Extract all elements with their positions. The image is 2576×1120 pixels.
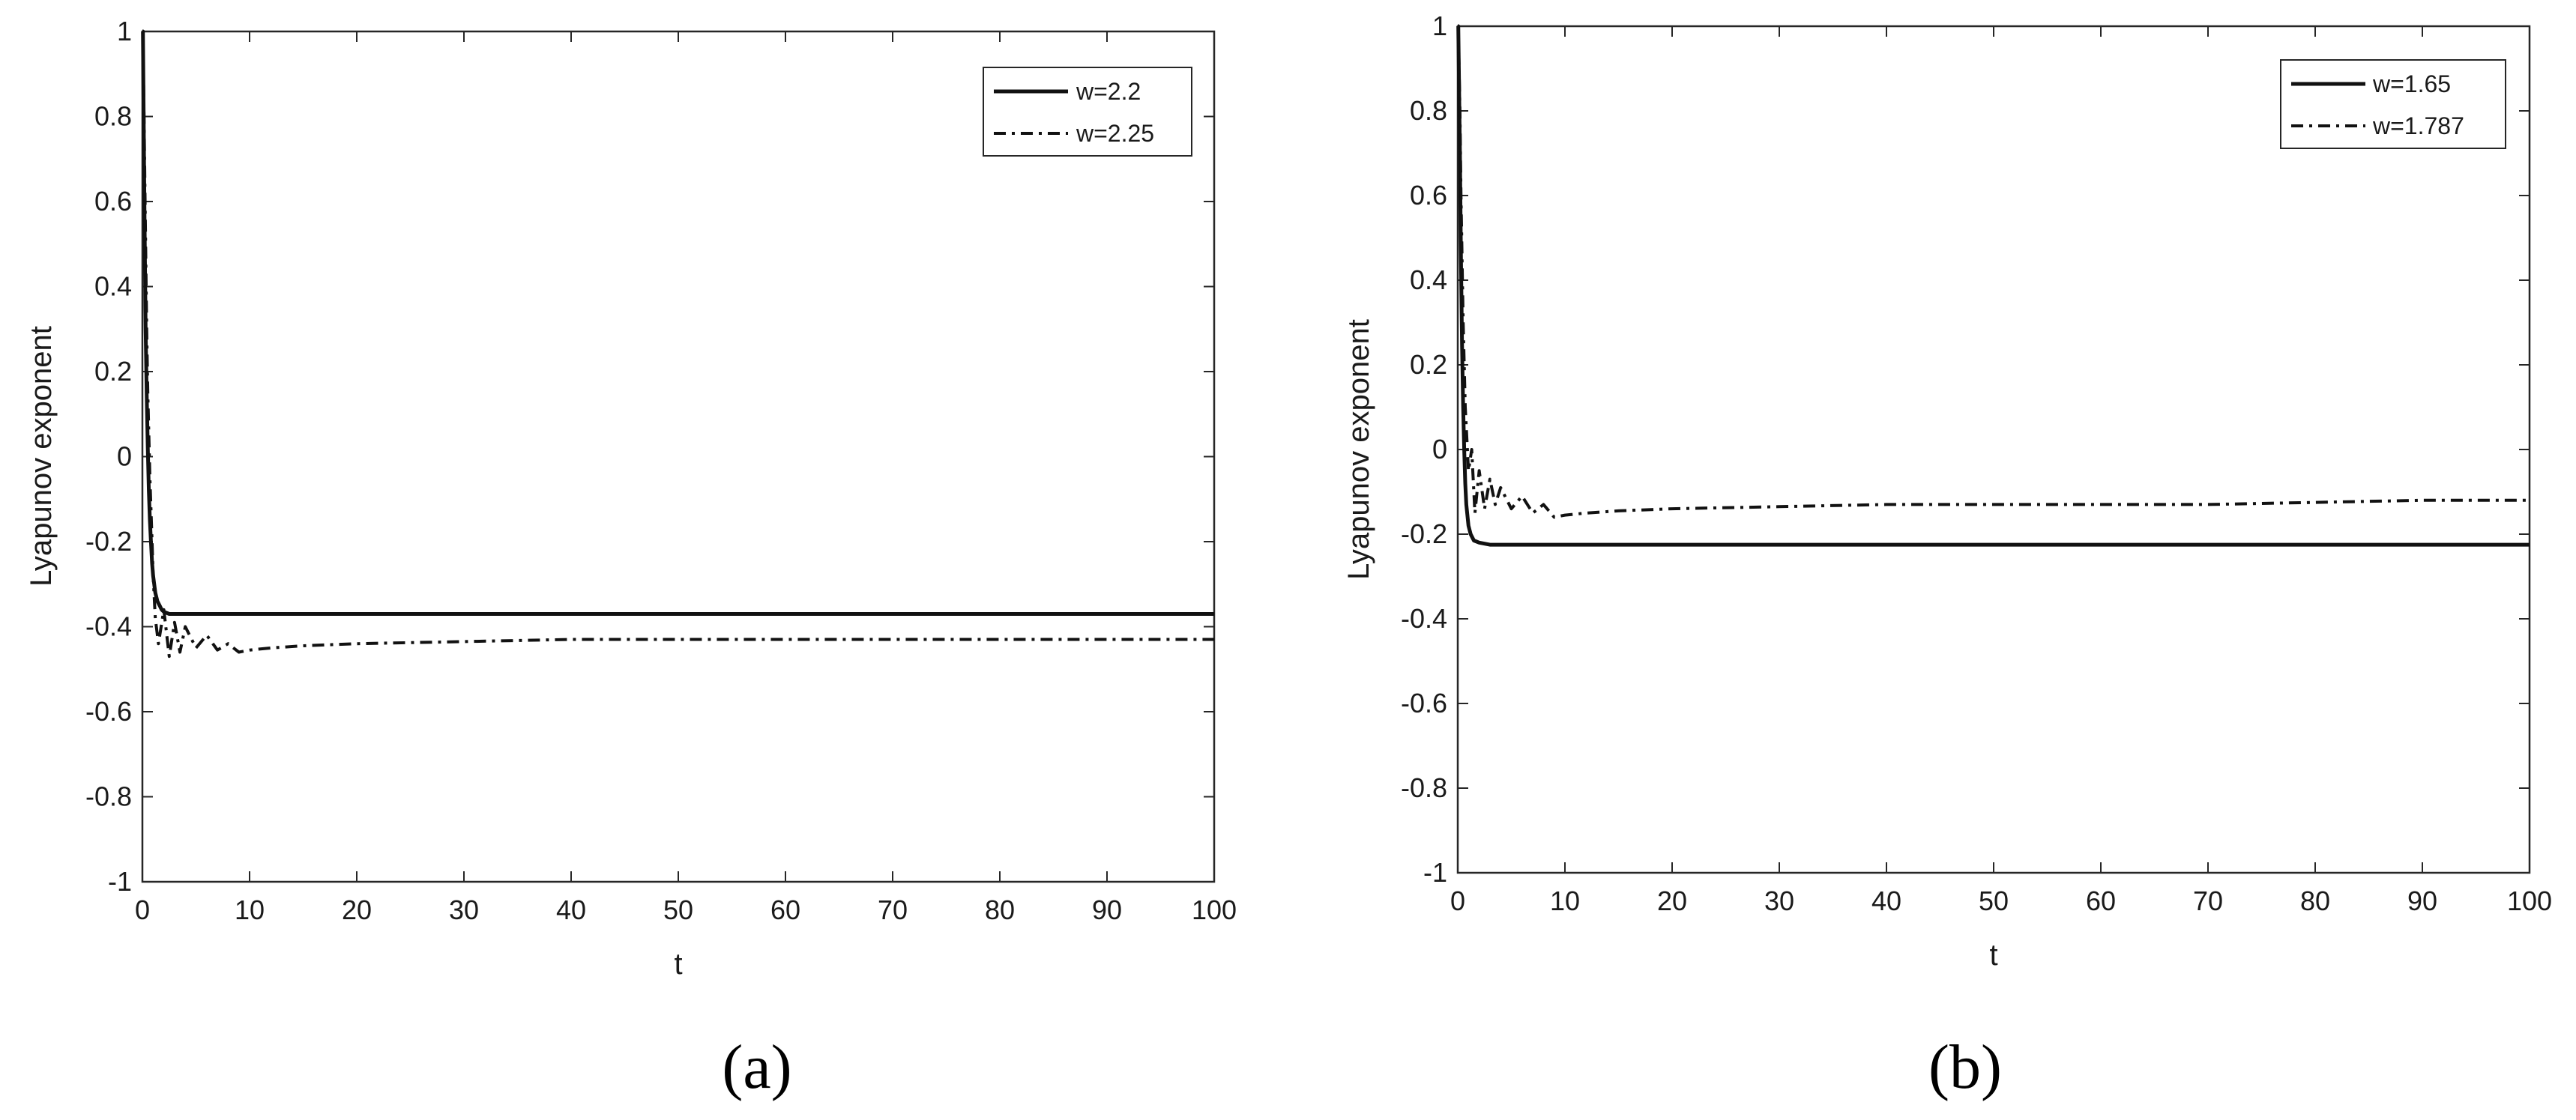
y-tick-label-a: -0.6 — [85, 696, 132, 727]
x-tick-label-b: 70 — [2193, 886, 2223, 916]
legend-box-a — [983, 67, 1192, 157]
panel-b: -1 -0.8 -0.6 -0.4 -0.2 0 0.2 0.4 0.6 0.8 1 0 10 20 30… — [1342, 10, 2552, 1102]
y-tick-label-a: -1 — [108, 866, 132, 897]
x-tick-label-b: 90 — [2407, 886, 2437, 916]
x-tick-label-a: 40 — [556, 895, 586, 925]
x-tick-label-a: 20 — [342, 895, 372, 925]
y-tick-label-a: 1 — [117, 16, 132, 46]
x-tick-label-a: 30 — [449, 895, 479, 925]
series-line-a-1 — [141, 30, 1214, 659]
x-ticks-b: 0 10 20 30 40 50 60 70 80 90 100 — [1450, 26, 2552, 916]
legend-label-a-1: w=2.25 — [1076, 120, 1154, 147]
panel-a: -1 -0.8 -0.6 -0.4 -0.2 0 0.2 0.4 0.6 0.8 1 0 10 20 30… — [25, 16, 1237, 1102]
plot-area-b — [1456, 25, 2531, 874]
y-tick-label-a: 0.6 — [94, 186, 132, 217]
legend-label-a-0: w=2.2 — [1076, 78, 1141, 105]
x-ticks-a: 0 10 20 30 40 50 60 70 80 90 100 — [135, 31, 1237, 925]
y-tick-label-b: -0.8 — [1401, 772, 1447, 803]
y-tick-label-a: -0.2 — [85, 526, 132, 557]
x-tick-label-a: 90 — [1092, 895, 1122, 925]
x-tick-label-a: 0 — [135, 895, 150, 925]
x-tick-label-b: 30 — [1764, 886, 1794, 916]
y-tick-label-a: 0 — [117, 441, 132, 472]
x-tick-label-b: 0 — [1450, 886, 1465, 916]
y-tick-label-b: 1 — [1432, 10, 1447, 41]
legend-b: w=1.65 w=1.787 — [2280, 59, 2506, 149]
y-ticks-a: -1 -0.8 -0.6 -0.4 -0.2 0 0.2 0.4 0.6 0.8 1 — [85, 16, 1214, 897]
x-axis-label-a: t — [674, 948, 682, 981]
x-tick-label-a: 50 — [663, 895, 693, 925]
y-tick-label-b: 0 — [1432, 434, 1447, 464]
x-tick-label-a: 100 — [1192, 895, 1237, 925]
legend-box-b — [2280, 59, 2506, 149]
y-tick-label-b: -0.6 — [1401, 688, 1447, 718]
y-tick-label-a: -0.4 — [85, 611, 132, 642]
x-tick-label-b: 20 — [1657, 886, 1687, 916]
y-tick-label-b: -0.4 — [1401, 603, 1447, 634]
y-tick-label-b: 0.8 — [1410, 95, 1447, 126]
series-group-a — [141, 29, 1214, 659]
y-tick-label-b: -0.2 — [1401, 518, 1447, 549]
x-tick-label-b: 40 — [1871, 886, 1901, 916]
y-tick-label-b: 0.4 — [1410, 264, 1447, 295]
y-tick-label-a: 0.8 — [94, 101, 132, 132]
series-line-b-1 — [1456, 25, 2530, 519]
x-tick-label-a: 60 — [770, 895, 800, 925]
y-tick-label-b: 0.2 — [1410, 349, 1447, 380]
legend-label-b-1: w=1.787 — [2372, 112, 2464, 139]
y-tick-label-a: 0.2 — [94, 356, 132, 387]
y-tick-label-b: -1 — [1423, 857, 1447, 888]
y-tick-label-a: -0.8 — [85, 781, 132, 812]
y-tick-label-a: 0.4 — [94, 271, 132, 302]
y-tick-label-b: 0.6 — [1410, 180, 1447, 211]
x-tick-label-a: 70 — [878, 895, 908, 925]
series-group-b — [1456, 24, 2530, 547]
legend-label-b-0: w=1.65 — [2372, 70, 2451, 97]
x-tick-label-b: 60 — [2086, 886, 2116, 916]
plot-area-a — [141, 30, 1216, 883]
x-tick-label-b: 10 — [1550, 886, 1580, 916]
caption-b: (b) — [1928, 1032, 2002, 1102]
x-tick-label-a: 10 — [235, 895, 265, 925]
y-ticks-b: -1 -0.8 -0.6 -0.4 -0.2 0 0.2 0.4 0.6 0.8 1 — [1401, 10, 2530, 888]
legend-a: w=2.2 w=2.25 — [983, 67, 1192, 157]
y-axis-label-b: Lyapunov exponent — [1342, 319, 1375, 580]
x-tick-label-b: 100 — [2507, 886, 2552, 916]
x-tick-label-b: 80 — [2300, 886, 2330, 916]
y-axis-label-a: Lyapunov exponent — [25, 326, 58, 587]
x-tick-label-a: 80 — [985, 895, 1015, 925]
x-axis-label-b: t — [1989, 939, 1997, 972]
x-tick-label-b: 50 — [1979, 886, 2009, 916]
caption-a: (a) — [722, 1032, 791, 1102]
